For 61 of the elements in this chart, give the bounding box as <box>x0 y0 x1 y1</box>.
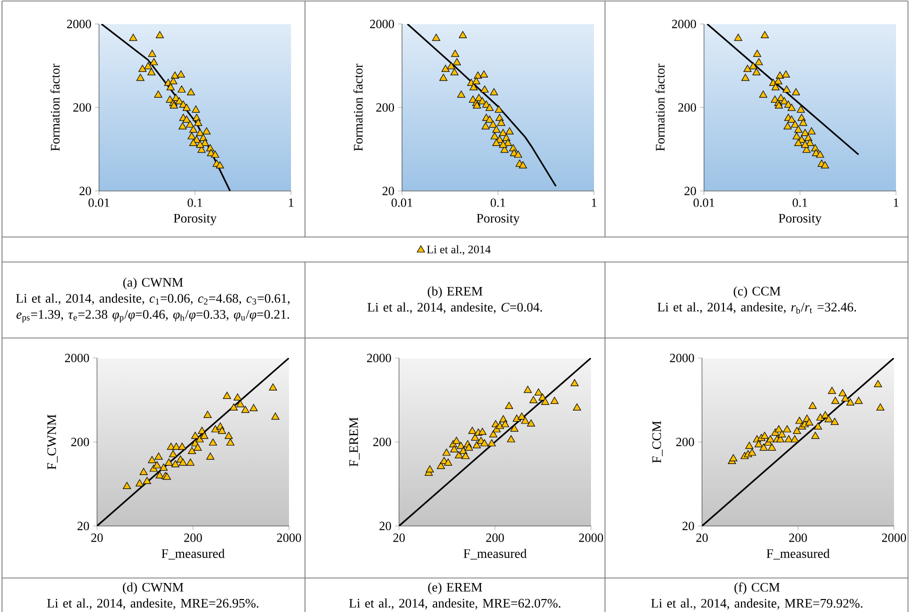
x-axis-title: Porosity <box>778 214 822 226</box>
x-tick-label: 1 <box>592 198 596 207</box>
x-tick-label: 0.1 <box>490 198 506 207</box>
y-tick-label: 200 <box>376 103 394 112</box>
x-tick-label: 0.01 <box>88 198 110 207</box>
text: (b) EREM <box>428 286 482 298</box>
y-tick-label: 200 <box>73 103 92 112</box>
legend-label: Li et al., 2014 <box>426 245 491 255</box>
x-tick-label: 1 <box>894 198 898 207</box>
y-tick-label: 2000 <box>370 20 394 28</box>
x-axis-title: F_measured <box>464 548 527 560</box>
text: Li et al., 2014, andesite, r$_{b}$/r$_{t}$ =32.46. <box>658 302 856 314</box>
y-tick-label: 20 <box>380 522 392 530</box>
y-tick-label: 200 <box>373 438 392 446</box>
y-tick-label: 200 <box>71 438 90 446</box>
x-tick-label: 0.01 <box>694 198 714 207</box>
text: Li et al., 2014, andesite, MRE=79.92%. <box>651 598 862 610</box>
y-tick-label: 2000 <box>672 20 696 28</box>
x-axis-title: F_measured <box>766 548 830 560</box>
x-tick-label: 0.1 <box>188 198 202 207</box>
text: (a) CWNM <box>123 278 183 290</box>
x-tick-label: 2000 <box>579 534 604 542</box>
y-tick-label: 2000 <box>65 354 90 362</box>
x-tick-label: 200 <box>486 534 504 542</box>
y-tick-label: 200 <box>676 438 694 446</box>
x-axis-title: Porosity <box>476 214 520 226</box>
text: (f) CCM <box>734 582 780 594</box>
y-axis-title: Formation factor <box>655 64 665 151</box>
y-axis-title: Formation factor <box>50 64 60 151</box>
y-axis-title: F_CCM <box>652 421 663 463</box>
text: (d) CWNM <box>122 582 184 594</box>
x-tick-label: 0.01 <box>392 198 412 207</box>
x-axis-title: Porosity <box>174 214 217 226</box>
y-tick-label: 20 <box>682 522 694 530</box>
y-axis-title: F_CWNM <box>47 414 58 470</box>
y-tick-label: 20 <box>80 186 92 196</box>
x-tick-label: 20 <box>393 534 405 542</box>
y-tick-label: 20 <box>78 522 90 530</box>
x-tick-label: 200 <box>184 534 202 542</box>
text: Li et al., 2014, andesite, MRE=26.95%. <box>47 598 258 610</box>
y-tick-label: 20 <box>382 186 394 196</box>
x-tick-label: 200 <box>789 534 807 542</box>
x-tick-label: 20 <box>696 534 708 542</box>
x-tick-label: 1 <box>288 198 294 207</box>
text: Li et al., 2014, andesite, MRE=62.07%. <box>349 598 560 610</box>
x-tick-label: 20 <box>91 534 103 542</box>
y-axis-title: Formation factor <box>353 64 363 151</box>
y-tick-label: 200 <box>678 103 696 112</box>
text: Li et al., 2014, andesite, C=0.04. <box>368 302 542 314</box>
x-tick-label: 2000 <box>277 534 302 542</box>
text: Li et al., 2014, andesite, c$_{1}$=0.06, c$_{2}$=4.68, c$_{3}$=0.61, e$_{ps}$=1.39, τ$_{e}$=2.38 φ$_{p}$/φ=0.46, φ$_{h}$/φ=0.33, φ$_{u}$/φ=0.21. <box>16 294 290 322</box>
x-tick-label: 0.1 <box>792 198 808 207</box>
x-axis-title: F_measured <box>162 548 225 560</box>
y-tick-label: 20 <box>684 186 696 196</box>
x-tick-label: 2000 <box>882 534 906 542</box>
y-tick-label: 2000 <box>670 354 694 362</box>
y-tick-label: 2000 <box>367 354 392 362</box>
y-tick-label: 2000 <box>67 20 92 28</box>
y-axis-title: F_EREM <box>349 417 360 467</box>
text: (c) CCM <box>734 286 780 298</box>
text: (e) EREM <box>428 582 482 594</box>
